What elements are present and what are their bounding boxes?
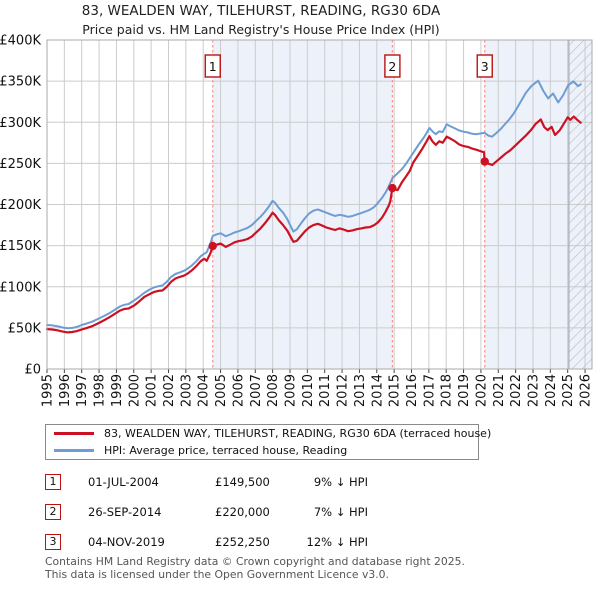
sale-1-vs-hpi: 9% ↓ HPI	[313, 475, 368, 489]
sale-1-dot	[208, 241, 217, 251]
license-footer: Contains HM Land Registry data © Crown c…	[45, 555, 465, 581]
x-axis-label: 2018	[440, 374, 455, 407]
future-hatch-region	[568, 40, 592, 369]
y-axis-label: £300K	[0, 116, 41, 131]
sale-2-marker-box	[384, 54, 401, 78]
sale-2-marker-label: 2	[388, 59, 396, 74]
sale-row-1: 1 01-JUL-2004 £149,500 9% ↓ HPI	[0, 474, 600, 491]
x-axis-label: 2004	[197, 374, 212, 407]
x-axis-label: 2007	[249, 374, 264, 407]
sale-3-marker-box	[476, 54, 493, 78]
x-axis-label: 1995	[41, 374, 56, 407]
legend-item-price-paid: 83, WEALDEN WAY, TILEHURST, READING, RG3…	[46, 427, 491, 441]
y-axis-label: £200K	[0, 198, 41, 213]
price-history-chart: 1 2 3 £0 £50K £100K £150K £200K £250K £300K £350K £…	[0, 34, 594, 408]
sale-3-date: 04-NOV-2019	[88, 535, 165, 549]
plot-border	[46, 39, 593, 370]
sale-3-marker-label: 3	[481, 59, 489, 74]
x-axis-label: 2016	[405, 374, 420, 407]
x-axis-label: 2025	[561, 374, 576, 407]
x-axis-label: 2013	[353, 374, 368, 407]
x-axis-label: 2023	[526, 374, 541, 407]
sale-2-dot	[388, 183, 397, 193]
price-line-swatch	[54, 432, 94, 435]
x-axis-label: 2002	[162, 374, 177, 407]
sale-2-price: £220,000	[215, 505, 270, 519]
x-axis-label: 2021	[492, 374, 507, 407]
sale-row-2: 2 26-SEP-2014 £220,000 7% ↓ HPI	[0, 504, 600, 521]
sale-1-price: £149,500	[215, 475, 270, 489]
sale-1-marker-box	[204, 54, 221, 78]
x-axis-label: 1996	[58, 374, 73, 407]
x-axis-label: 2005	[214, 374, 229, 407]
x-axis-label: 1999	[110, 374, 125, 407]
x-axis-label: 2001	[145, 374, 160, 407]
legend-item-hpi: HPI: Average price, terraced house, Read…	[46, 444, 478, 458]
x-axis-label: 2012	[336, 374, 351, 407]
x-axis-label: 2024	[544, 374, 559, 407]
chart-title: 83, WEALDEN WAY, TILEHURST, READING, RG3…	[0, 3, 522, 37]
y-axis-label: £50K	[8, 321, 42, 336]
x-axis-label: 2017	[422, 374, 437, 407]
sale-3-number-badge: 3	[45, 534, 61, 550]
x-axis-label: 2015	[388, 374, 403, 407]
sale-1-number-badge: 1	[45, 474, 61, 490]
sale-2-number-badge: 2	[45, 504, 61, 520]
x-axis-label: 2014	[370, 374, 385, 407]
x-axis-label: 2026	[579, 374, 594, 407]
y-axis-label: £400K	[0, 34, 41, 49]
y-axis-label: £250K	[0, 157, 41, 172]
x-axis-label: 2000	[127, 374, 142, 407]
x-axis-label: 2003	[179, 374, 194, 407]
sale-2-vs-hpi: 7% ↓ HPI	[313, 505, 368, 519]
x-axis-label: 1997	[75, 374, 90, 407]
price-paid-line	[45, 115, 582, 334]
y-axis-label: £0	[24, 363, 41, 378]
x-axis-label: 2020	[474, 374, 489, 407]
sale-3-dot	[480, 157, 489, 166]
sale-3-vs-hpi: 12% ↓ HPI	[306, 535, 368, 549]
legend-label-price-paid: 83, WEALDEN WAY, TILEHURST, READING, RG3…	[104, 427, 492, 440]
hpi-line	[46, 79, 582, 330]
footer-line1: Contains HM Land Registry data © Crown c…	[45, 555, 465, 568]
footer-line2: This data is licensed under the Open Gov…	[45, 567, 389, 581]
sale-1-date: 01-JUL-2004	[88, 475, 159, 489]
x-axis-label: 2022	[509, 374, 524, 407]
legend-label-hpi: HPI: Average price, terraced house, Read…	[104, 444, 348, 457]
x-axis-label: 2006	[231, 374, 246, 407]
y-axis-label: £350K	[0, 75, 41, 90]
hpi-line-swatch	[54, 449, 94, 452]
x-axis-label: 2008	[266, 374, 281, 407]
sale-3-price: £252,250	[215, 535, 270, 549]
sale-1-marker-label: 1	[209, 59, 217, 74]
x-axis-label: 1998	[93, 374, 108, 407]
x-axis-label: 2019	[457, 374, 472, 407]
x-axis-label: 2009	[283, 374, 298, 407]
sale-2-date: 26-SEP-2014	[88, 505, 162, 519]
x-axis-label: 2011	[318, 374, 333, 407]
chart-title-line1: 83, WEALDEN WAY, TILEHURST, READING, RG3…	[81, 3, 441, 19]
chart-legend: 83, WEALDEN WAY, TILEHURST, READING, RG3…	[45, 424, 491, 460]
chart-title-line2: Price paid vs. HM Land Registry's House …	[82, 22, 440, 37]
y-axis-label: £150K	[0, 239, 41, 254]
x-axis-label: 2010	[301, 374, 316, 407]
sale-row-3: 3 04-NOV-2019 £252,250 12% ↓ HPI	[0, 534, 600, 551]
y-axis-label: £100K	[0, 280, 41, 295]
